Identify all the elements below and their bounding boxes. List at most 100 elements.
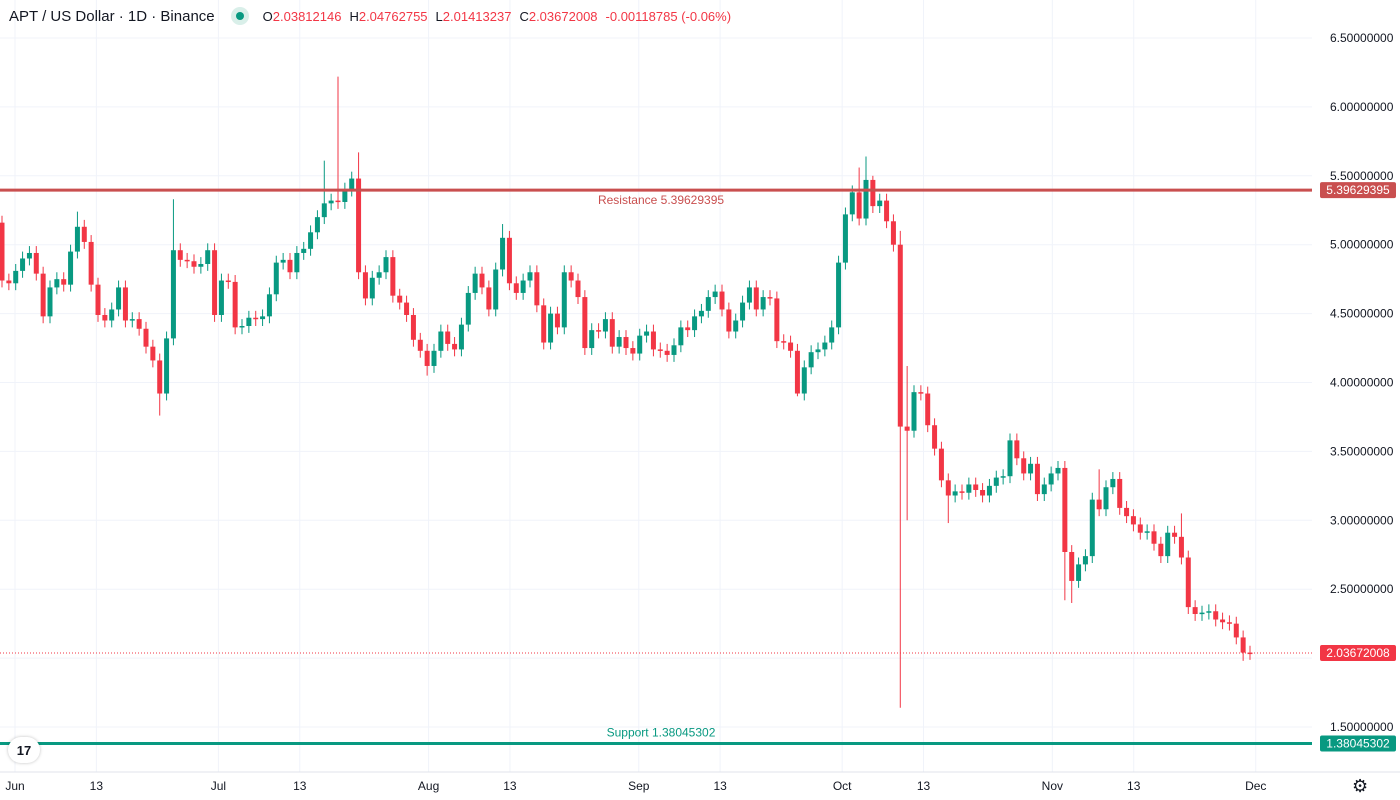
gear-icon[interactable]: ⚙ [1352, 776, 1369, 796]
candle [1130, 509, 1136, 532]
candle-body [760, 297, 766, 310]
time-tick-label: 13 [713, 779, 727, 793]
candle [596, 323, 602, 339]
candle [692, 309, 698, 338]
candle [842, 207, 848, 270]
candle-body [280, 259, 286, 263]
candle-body [1137, 524, 1143, 533]
candle [630, 341, 636, 361]
time-axis[interactable]: Jun 13 Jul 13 Aug 13 Sep 13 Oct 13 Nov 13 Dec [0, 771, 1400, 793]
candle-body [397, 295, 403, 303]
candle [1158, 536, 1164, 564]
time-tick-label: Nov [1042, 779, 1063, 793]
candle-body [136, 319, 142, 329]
candle [410, 308, 416, 347]
candle [431, 343, 437, 373]
candle [980, 483, 986, 503]
resistance-price-tag [1320, 182, 1396, 199]
candle [328, 193, 334, 211]
candle-body [877, 200, 883, 207]
candle-body [1130, 516, 1136, 525]
candle [1213, 604, 1219, 627]
candle [760, 290, 766, 317]
candle-body [1144, 531, 1150, 533]
candle [1192, 600, 1198, 621]
candle [47, 280, 53, 324]
candle [1117, 472, 1123, 515]
candle [884, 193, 890, 229]
candle-body [74, 226, 80, 252]
candle [1000, 469, 1006, 485]
candle [808, 345, 814, 375]
candle-body [164, 338, 170, 394]
candle-body [61, 279, 67, 285]
high-value: 2.04762755 [358, 8, 428, 24]
candle [13, 263, 19, 291]
candle [458, 317, 464, 357]
candle-body [644, 331, 650, 336]
candle [102, 308, 108, 328]
candle-body [1220, 619, 1226, 623]
candle-body [561, 272, 567, 328]
candle-body [541, 305, 547, 343]
candle-body [1076, 564, 1082, 581]
candle [164, 331, 170, 401]
tradingview-logo-icon[interactable]: 17 [8, 737, 40, 763]
candle [1082, 549, 1088, 572]
candle [1172, 525, 1178, 544]
time-tick-label: Jun [5, 779, 24, 793]
candle-body [410, 314, 416, 340]
candle-body [849, 192, 855, 215]
candle [856, 167, 862, 226]
candle-body [685, 327, 691, 331]
candle [1220, 612, 1226, 630]
candle [376, 265, 382, 285]
candle [150, 339, 156, 368]
candle-body [177, 250, 183, 260]
time-tick-label: Dec [1245, 779, 1266, 793]
candle-body [1247, 652, 1253, 655]
candle [472, 266, 478, 300]
candle [1233, 616, 1239, 645]
price-axis[interactable]: 6.50000000 6.00000000 5.50000000 5.00000000… [1330, 31, 1394, 734]
candle-body [740, 302, 746, 321]
close-value: 2.03672008 [528, 8, 598, 24]
candle [644, 324, 650, 343]
candle [198, 257, 204, 274]
candle [191, 254, 197, 274]
candle-body [328, 200, 334, 204]
candle [788, 335, 794, 358]
candle-body [794, 350, 800, 394]
candle-body [54, 279, 60, 288]
price-tick-label: 4.50000000 [1330, 307, 1394, 321]
candle-body [719, 291, 725, 310]
candle-body [980, 489, 986, 496]
price-tick-label: 3.00000000 [1330, 513, 1394, 527]
price-tick-label: 1.50000000 [1330, 720, 1394, 734]
candle [712, 284, 718, 304]
candle [719, 284, 725, 317]
candle [1028, 456, 1034, 481]
candle [369, 270, 375, 306]
candle-body [904, 426, 910, 431]
candle [966, 477, 972, 500]
candle [959, 484, 965, 500]
candle-body [753, 287, 759, 310]
candle [212, 243, 218, 322]
candle [1226, 615, 1232, 631]
candle-body [465, 292, 471, 325]
candle-body [534, 272, 540, 306]
candle [918, 385, 924, 401]
candle [177, 243, 183, 267]
candle-body [47, 287, 53, 317]
candle-body [218, 280, 224, 315]
candle [68, 244, 74, 292]
candle [877, 193, 883, 214]
change-value: -0.00118785 (-0.06%) [605, 8, 732, 24]
symbol-title[interactable]: APT / US Dollar · 1D · Binance [9, 7, 215, 25]
candle-body [1007, 440, 1013, 477]
time-tick-label: Aug [418, 779, 439, 793]
